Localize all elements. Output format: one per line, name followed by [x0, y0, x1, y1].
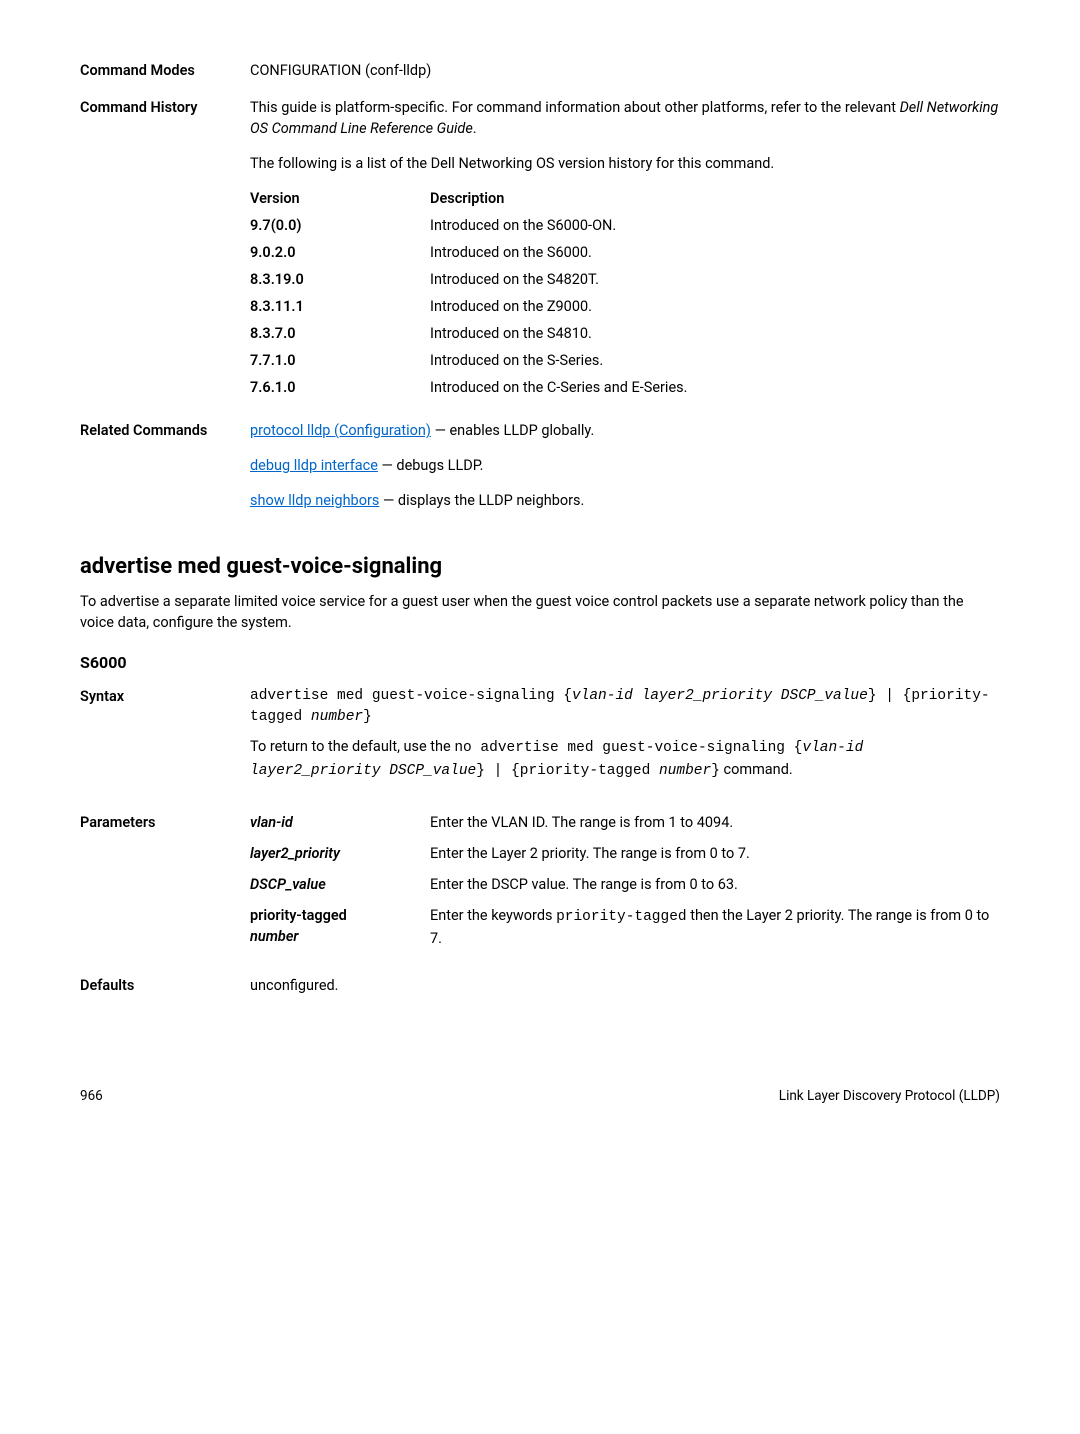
version-header: Version — [250, 188, 430, 209]
version-description: Introduced on the S6000. — [430, 242, 1000, 263]
text-fragment: advertise med guest-voice-signaling { — [250, 688, 572, 704]
command-history-paragraph-1: This guide is platform-specific. For com… — [250, 97, 1000, 139]
syntax-label: Syntax — [80, 686, 250, 782]
related-command-3: show lldp neighbors — displays the LLDP … — [250, 490, 1000, 511]
text-fragment-mono: priority-tagged — [556, 909, 687, 925]
version-description: Introduced on the S-Series. — [430, 350, 1000, 371]
text-fragment-italic: number — [311, 709, 363, 725]
version-row: 8.3.11.1Introduced on the Z9000. — [250, 296, 1000, 317]
version-number: 7.7.1.0 — [250, 350, 430, 371]
version-row: 7.7.1.0Introduced on the S-Series. — [250, 350, 1000, 371]
text-fragment: . — [473, 120, 477, 137]
version-number: 7.6.1.0 — [250, 377, 430, 398]
section-title: advertise med guest-voice-signaling — [80, 551, 1000, 583]
version-row: 8.3.19.0Introduced on the S4820T. — [250, 269, 1000, 290]
command-history-label: Command History — [80, 97, 250, 404]
param-row: layer2_priorityEnter the Layer 2 priorit… — [250, 843, 1000, 864]
version-description: Introduced on the S4810. — [430, 323, 1000, 344]
related-command-1: protocol lldp (Configuration) — enables … — [250, 420, 1000, 441]
param-key: vlan-id — [250, 812, 430, 833]
version-number: 8.3.7.0 — [250, 323, 430, 344]
command-modes-label: Command Modes — [80, 60, 250, 81]
text-fragment: — displays the LLDP neighbors. — [379, 492, 584, 509]
description-header: Description — [430, 188, 1000, 209]
text-fragment: command. — [720, 761, 793, 778]
footer-right: Link Layer Discovery Protocol (LLDP) — [779, 1087, 1000, 1107]
version-number: 9.0.2.0 — [250, 242, 430, 263]
param-value: Enter the DSCP value. The range is from … — [430, 874, 1000, 895]
text-fragment: — debugs LLDP. — [378, 457, 484, 474]
text-fragment-mono-italic: number — [659, 763, 711, 779]
model-heading: S6000 — [80, 651, 1000, 674]
version-row: 9.0.2.0Introduced on the S6000. — [250, 242, 1000, 263]
parameters-label: Parameters — [80, 812, 250, 959]
text-fragment-mono: no advertise med guest-voice-signaling { — [454, 740, 802, 756]
debug-lldp-link[interactable]: debug lldp interface — [250, 457, 378, 474]
param-key: layer2_priority — [250, 843, 430, 864]
version-description: Introduced on the Z9000. — [430, 296, 1000, 317]
param-value: Enter the VLAN ID. The range is from 1 t… — [430, 812, 1000, 833]
version-row: 7.6.1.0Introduced on the C-Series and E-… — [250, 377, 1000, 398]
version-description: Introduced on the S6000-ON. — [430, 215, 1000, 236]
version-number: 9.7(0.0) — [250, 215, 430, 236]
param-value: Enter the Layer 2 priority. The range is… — [430, 843, 1000, 864]
show-lldp-neighbors-link[interactable]: show lldp neighbors — [250, 492, 379, 509]
text-fragment-mono: } | {priority-tagged — [476, 763, 659, 779]
syntax-line: advertise med guest-voice-signaling {vla… — [250, 686, 1000, 728]
defaults-label: Defaults — [80, 975, 250, 996]
param-value-priority-tagged: Enter the keywords priority-tagged then … — [430, 905, 1000, 949]
version-description: Introduced on the C-Series and E-Series. — [430, 377, 1000, 398]
syntax-paragraph-2: To return to the default, use the no adv… — [250, 736, 1000, 782]
defaults-value: unconfigured. — [250, 975, 1000, 996]
version-row: 8.3.7.0Introduced on the S4810. — [250, 323, 1000, 344]
related-commands-label: Related Commands — [80, 420, 250, 511]
section-description: To advertise a separate limited voice se… — [80, 591, 1000, 633]
protocol-lldp-link[interactable]: protocol lldp (Configuration) — [250, 422, 431, 439]
text-fragment: — enables LLDP globally. — [431, 422, 594, 439]
command-history-paragraph-2: The following is a list of the Dell Netw… — [250, 153, 1000, 174]
related-command-2: debug lldp interface — debugs LLDP. — [250, 455, 1000, 476]
param-key: DSCP_value — [250, 874, 430, 895]
text-fragment-italic: number — [250, 928, 298, 945]
text-fragment: Enter the keywords — [430, 907, 556, 924]
version-row: 9.7(0.0)Introduced on the S6000-ON. — [250, 215, 1000, 236]
command-modes-value: CONFIGURATION (conf-lldp) — [250, 60, 1000, 81]
version-description: Introduced on the S4820T. — [430, 269, 1000, 290]
version-number: 8.3.19.0 — [250, 269, 430, 290]
page-number: 966 — [80, 1087, 103, 1107]
text-fragment: priority-tagged — [250, 907, 347, 924]
param-key-priority-tagged: priority-tagged number — [250, 905, 430, 949]
version-number: 8.3.11.1 — [250, 296, 430, 317]
param-row: DSCP_valueEnter the DSCP value. The rang… — [250, 874, 1000, 895]
param-row: vlan-idEnter the VLAN ID. The range is f… — [250, 812, 1000, 833]
text-fragment-italic: vlan-id layer2_priority DSCP_value — [572, 688, 868, 704]
text-fragment: This guide is platform-specific. For com… — [250, 99, 900, 116]
text-fragment: To return to the default, use the — [250, 738, 454, 755]
text-fragment: } — [363, 709, 372, 725]
text-fragment-mono: } — [711, 763, 720, 779]
